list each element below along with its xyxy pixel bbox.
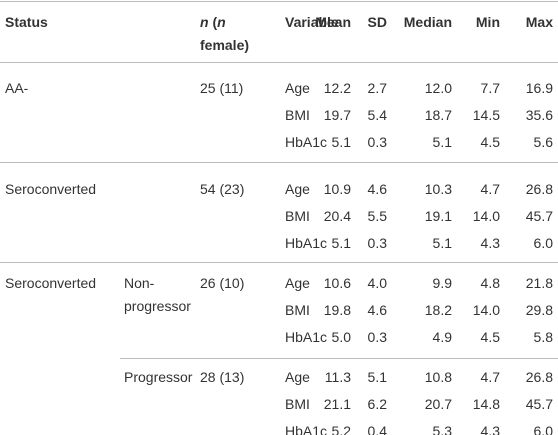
max-value: 45.7: [525, 396, 553, 412]
sd-value: 5.4: [367, 107, 387, 123]
n-count: 54 (23): [200, 181, 245, 197]
sd-value: 2.7: [367, 80, 387, 96]
min-value: 4.7: [480, 369, 500, 385]
max-value: 6.0: [533, 423, 553, 435]
variable: HbA1c: [285, 423, 328, 435]
variable: BMI: [285, 302, 310, 318]
header-median: Median: [403, 14, 452, 30]
n-header-part: n: [217, 14, 226, 30]
n-header-part: female): [200, 37, 250, 53]
n-header: n (n female): [200, 11, 272, 57]
max-value: 26.8: [525, 369, 553, 385]
min-value: 4.5: [480, 134, 500, 150]
min-value: 4.8: [480, 275, 500, 291]
mean-value: 19.7: [323, 107, 351, 123]
median-value: 10.3: [424, 181, 452, 197]
sd-value: 5.5: [367, 208, 387, 224]
mean-value: 11.3: [324, 369, 351, 385]
n-count: 28 (13): [200, 369, 245, 385]
min-value: 4.5: [480, 329, 500, 345]
header-mean: Mean: [315, 14, 351, 30]
mean-value: 10.9: [323, 181, 351, 197]
sd-value: 0.3: [367, 329, 387, 345]
sd-value: 6.2: [367, 396, 387, 412]
mean-value: 19.8: [323, 302, 351, 318]
mean-value: 5.1: [331, 134, 351, 150]
max-value: 5.6: [533, 134, 553, 150]
n-header-part: n: [200, 14, 209, 30]
n-count: 26 (10): [200, 275, 245, 291]
group-rule: [120, 358, 558, 359]
min-value: 4.3: [480, 235, 500, 251]
variable: Age: [285, 369, 310, 385]
max-value: 21.8: [525, 275, 553, 291]
median-value: 18.2: [424, 302, 452, 318]
median-value: 20.7: [424, 396, 452, 412]
top-rule: [0, 1, 558, 2]
sd-value: 0.3: [367, 235, 387, 251]
median-value: 5.1: [432, 134, 452, 150]
max-value: 16.9: [525, 80, 553, 96]
status: Seroconverted: [5, 275, 97, 291]
n-count: 25 (11): [200, 80, 244, 96]
min-value: 4.7: [480, 181, 500, 197]
sd-value: 0.3: [367, 134, 387, 150]
variable: HbA1c: [285, 134, 328, 150]
status: AA-: [5, 80, 29, 96]
sd-value: 5.1: [367, 369, 387, 385]
median-value: 4.9: [432, 329, 452, 345]
mean-value: 12.2: [323, 80, 351, 96]
header-sd: SD: [367, 14, 387, 30]
sd-value: 4.0: [367, 275, 387, 291]
sd-value: 4.6: [367, 181, 387, 197]
sd-value: 0.4: [367, 423, 387, 435]
sd-value: 4.6: [367, 302, 387, 318]
variable: HbA1c: [285, 329, 328, 345]
min-value: 4.3: [480, 423, 500, 435]
max-value: 29.8: [525, 302, 553, 318]
subgroup: Progressor: [124, 369, 193, 385]
variable: Age: [285, 80, 310, 96]
mean-value: 10.6: [323, 275, 351, 291]
mean-value: 20.4: [323, 208, 351, 224]
max-value: 6.0: [533, 235, 553, 251]
max-value: 5.8: [533, 329, 553, 345]
variable: Age: [285, 275, 310, 291]
mean-value: 5.1: [331, 235, 351, 251]
median-value: 9.9: [432, 275, 452, 291]
median-value: 5.1: [432, 235, 452, 251]
max-value: 35.6: [525, 107, 553, 123]
header-rule: [0, 62, 558, 63]
status: Seroconverted: [5, 181, 97, 197]
header-max: Max: [525, 14, 553, 30]
variable: Age: [285, 181, 310, 197]
median-value: 12.0: [424, 80, 452, 96]
header-variable: Variable: [285, 14, 339, 30]
n-header-part: (: [208, 14, 218, 30]
min-value: 14.0: [472, 208, 500, 224]
median-value: 19.1: [424, 208, 452, 224]
group-rule: [0, 262, 558, 263]
max-value: 26.8: [525, 181, 553, 197]
subgroup: Non-progressor: [124, 275, 191, 314]
variable: HbA1c: [285, 235, 328, 251]
min-value: 14.8: [472, 396, 500, 412]
mean-value: 5.0: [331, 329, 351, 345]
min-value: 14.5: [472, 107, 500, 123]
header-min: Min: [475, 14, 500, 30]
median-value: 10.8: [424, 369, 452, 385]
mean-value: 5.2: [331, 423, 351, 435]
mean-value: 21.1: [323, 396, 351, 412]
variable: BMI: [285, 208, 310, 224]
min-value: 7.7: [480, 80, 500, 96]
median-value: 5.3: [432, 423, 452, 435]
max-value: 45.7: [525, 208, 553, 224]
group-rule: [0, 162, 558, 163]
header-status: Status: [5, 14, 48, 30]
median-value: 18.7: [424, 107, 452, 123]
min-value: 14.0: [472, 302, 500, 318]
variable: BMI: [285, 396, 310, 412]
variable: BMI: [285, 107, 310, 123]
